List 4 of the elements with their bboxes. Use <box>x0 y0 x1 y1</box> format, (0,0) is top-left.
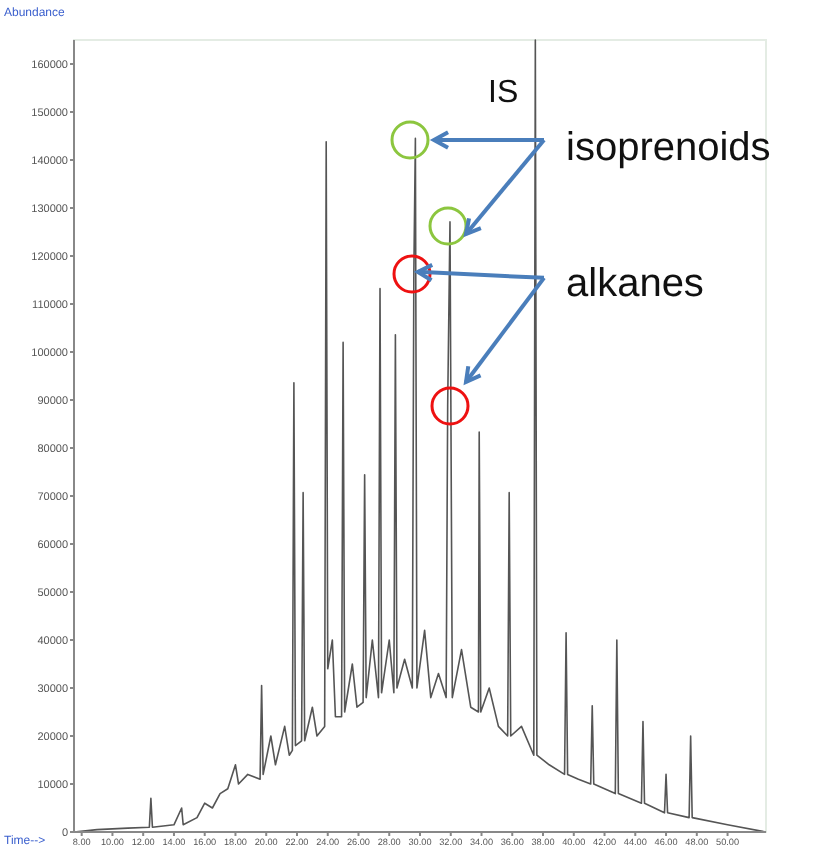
annotation: alkanes <box>566 262 704 306</box>
annotation: isoprenoids <box>566 126 771 170</box>
annotation: IS <box>488 76 519 110</box>
line-series <box>73 39 767 833</box>
